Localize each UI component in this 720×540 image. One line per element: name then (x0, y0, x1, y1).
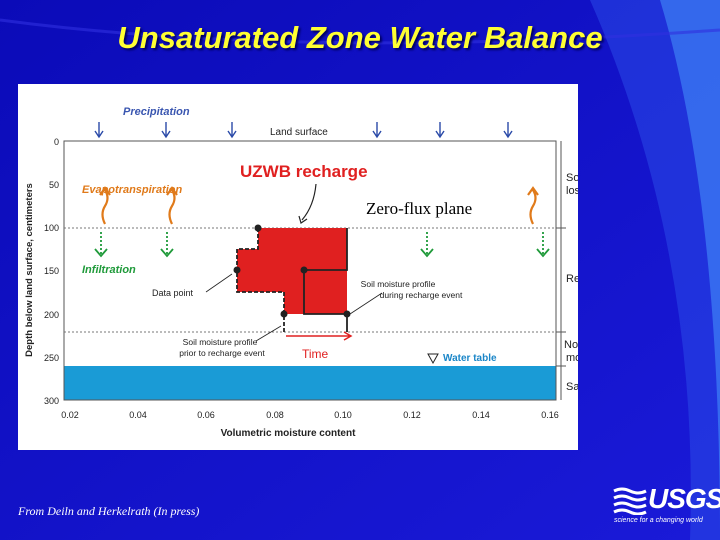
y-axis-ticks: 0 50 100 150 200 250 300 (44, 137, 59, 406)
profile-during-label-1: Soil moisture profile (361, 279, 436, 289)
precipitation-label: Precipitation (123, 106, 190, 118)
uzwb-pointer (301, 183, 317, 221)
x-axis-ticks: 0.02 0.04 0.06 0.08 0.10 0.12 0.14 0.16 (61, 410, 559, 420)
x-axis-label: Volumetric moisture content (221, 428, 357, 439)
zone-ticks (556, 227, 566, 367)
data-points (233, 224, 351, 318)
precipitation-arrows (94, 122, 513, 139)
usgs-wave-icon (613, 487, 647, 515)
x-tick: 0.16 (541, 410, 559, 420)
zero-flux-box (364, 197, 516, 221)
x-tick: 0.12 (403, 410, 421, 420)
zone-soil-moisture-lost-1: Soil moisture (566, 172, 578, 184)
usgs-tagline: science for a changing world (614, 517, 703, 524)
zone-recharge: Recharge zone (566, 273, 578, 285)
water-balance-diagram: 0 50 100 150 200 250 300 0.02 0.04 0.06 … (24, 106, 578, 439)
water-table-label: Water table (443, 353, 497, 364)
recharge-area (237, 228, 347, 314)
slide-title: Unsaturated Zone Water Balance (117, 20, 603, 55)
zone-saturated: Saturated zone (566, 381, 578, 393)
uzwb-recharge-label: UZWB recharge (240, 162, 368, 181)
usgs-logo-text: USGS (648, 483, 720, 514)
et-arrows (99, 186, 539, 225)
profile-prior-pointer (255, 325, 282, 342)
infiltration-arrowheads (94, 248, 550, 258)
saturated-zone-band (64, 366, 556, 400)
zone-no-change-2: moisture content (566, 352, 578, 364)
x-tick: 0.14 (472, 410, 490, 420)
data-point (343, 310, 351, 318)
x-tick: 0.04 (129, 410, 147, 420)
zone-no-change-1: No change in volumetric (564, 339, 578, 351)
usgs-logo: USGS science for a changing world (612, 483, 720, 531)
data-point (233, 266, 241, 274)
y-tick: 300 (44, 396, 59, 406)
uzwb-pointer-head (298, 215, 308, 224)
profile-during-pointer (349, 292, 383, 315)
profile-prior-label-1: Soil moisture profile (183, 337, 258, 347)
zone-labels: Soil moisture lost to ET Recharge zone N… (564, 172, 578, 393)
y-tick: 200 (44, 310, 59, 320)
x-tick: 0.02 (61, 410, 79, 420)
profile-during-label-2: during recharge event (380, 290, 463, 300)
data-point (300, 266, 308, 274)
water-table-marker (427, 353, 439, 365)
y-axis-label: Depth below land surface, centimeters (24, 183, 35, 357)
data-point-label: Data point (152, 288, 194, 298)
diagram-panel: 0 50 100 150 200 250 300 0.02 0.04 0.06 … (18, 84, 578, 450)
zone-soil-moisture-lost-2: lost to ET (566, 185, 578, 197)
profile-prior-label-2: prior to recharge event (179, 348, 265, 358)
x-tick: 0.06 (197, 410, 215, 420)
time-label: Time (302, 347, 329, 361)
y-tick: 0 (54, 137, 59, 147)
y-tick: 50 (49, 180, 59, 190)
data-point (280, 310, 288, 318)
citation: From Deiln and Herkelrath (In press) (18, 504, 200, 518)
zero-flux-label: Zero-flux plane (366, 199, 472, 218)
y-tick: 150 (44, 266, 59, 276)
x-tick: 0.08 (266, 410, 284, 420)
x-tick: 0.10 (334, 410, 352, 420)
plot-frame (63, 140, 557, 401)
infiltration-label: Infiltration (82, 264, 136, 276)
data-point (254, 224, 262, 232)
land-surface-label: Land surface (270, 127, 328, 138)
time-arrow (286, 331, 353, 341)
y-tick: 100 (44, 223, 59, 233)
y-tick: 250 (44, 353, 59, 363)
data-point-pointer (205, 273, 233, 293)
